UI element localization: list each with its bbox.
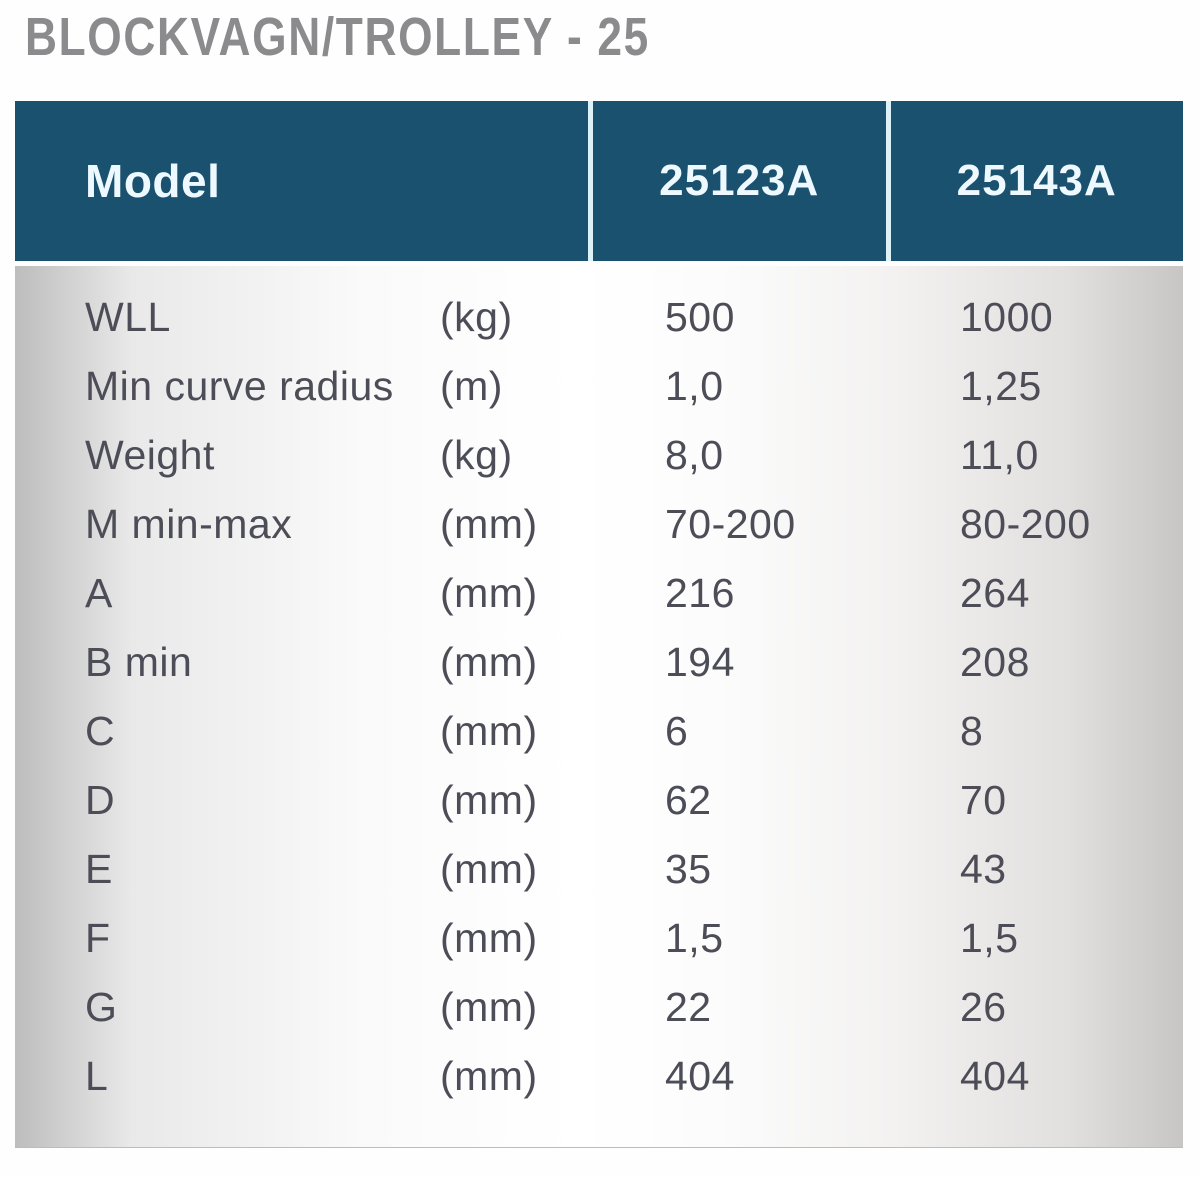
row-value-25123A: 1,5 (665, 915, 724, 961)
row-unit: (mm) (440, 915, 538, 961)
row-unit: (m) (440, 363, 503, 409)
table-row: G (mm) 22 26 (15, 973, 1183, 1042)
row-value-25143A: 404 (960, 1053, 1030, 1099)
row-label: C (85, 708, 116, 754)
row-value-25123A: 1,0 (665, 363, 724, 409)
row-label: B min (85, 639, 193, 685)
table-row: F (mm) 1,5 1,5 (15, 904, 1183, 973)
spec-table: Model 25123A 25143A WLL (kg) 500 1000 Mi… (15, 101, 1183, 1148)
row-value-25143A: 70 (960, 777, 1007, 823)
row-label: F (85, 915, 111, 961)
table-row: L (mm) 404 404 (15, 1042, 1183, 1111)
table-row: E (mm) 35 43 (15, 835, 1183, 904)
row-value-25123A: 194 (665, 639, 735, 685)
row-unit: (mm) (440, 639, 538, 685)
row-unit: (mm) (440, 846, 538, 892)
row-unit: (mm) (440, 570, 538, 616)
row-value-25123A: 22 (665, 984, 712, 1030)
row-value-25143A: 11,0 (960, 432, 1039, 478)
row-value-25123A: 500 (665, 294, 735, 340)
row-unit: (mm) (440, 708, 538, 754)
row-label: D (85, 777, 116, 823)
header-column-25123A: 25123A (593, 101, 886, 261)
row-unit: (mm) (440, 777, 538, 823)
row-label: E (85, 846, 113, 892)
row-value-25143A: 8 (960, 708, 984, 754)
row-value-25143A: 43 (960, 846, 1007, 892)
table-row: D (mm) 62 70 (15, 766, 1183, 835)
spec-table-header-row: Model 25123A 25143A (15, 101, 1183, 261)
row-value-25123A: 8,0 (665, 432, 724, 478)
row-value-25123A: 62 (665, 777, 712, 823)
row-value-25143A: 1,25 (960, 363, 1042, 409)
row-value-25143A: 208 (960, 639, 1030, 685)
header-column-25143A: 25143A (890, 101, 1183, 261)
row-value-25123A: 70-200 (665, 501, 796, 547)
table-row: Min curve radius (m) 1,0 1,25 (15, 352, 1183, 421)
row-unit: (kg) (440, 432, 513, 478)
table-row: M min-max (mm) 70-200 80-200 (15, 490, 1183, 559)
table-row: Weight (kg) 8,0 11,0 (15, 421, 1183, 490)
table-row: A (mm) 216 264 (15, 559, 1183, 628)
row-value-25143A: 80-200 (960, 501, 1091, 547)
table-row: WLL (kg) 500 1000 (15, 283, 1183, 352)
row-label: M min-max (85, 501, 293, 547)
header-model-label: Model (15, 101, 588, 261)
page-title: BLOCKVAGN/TROLLEY - 25 (25, 7, 650, 67)
table-row: C (mm) 6 8 (15, 697, 1183, 766)
row-value-25143A: 26 (960, 984, 1007, 1030)
spec-table-body: WLL (kg) 500 1000 Min curve radius (m) 1… (15, 266, 1183, 1148)
row-label: Weight (85, 432, 215, 478)
table-row: B min (mm) 194 208 (15, 628, 1183, 697)
row-label: L (85, 1053, 109, 1099)
row-unit: (mm) (440, 984, 538, 1030)
row-value-25143A: 1,5 (960, 915, 1019, 961)
row-label: A (85, 570, 113, 616)
row-value-25123A: 216 (665, 570, 735, 616)
row-value-25143A: 264 (960, 570, 1030, 616)
row-value-25123A: 404 (665, 1053, 735, 1099)
row-label: Min curve radius (85, 363, 394, 409)
row-label: G (85, 984, 118, 1030)
row-label: WLL (85, 294, 171, 340)
row-unit: (mm) (440, 1053, 538, 1099)
row-value-25123A: 35 (665, 846, 712, 892)
row-unit: (mm) (440, 501, 538, 547)
row-value-25123A: 6 (665, 708, 689, 754)
row-unit: (kg) (440, 294, 513, 340)
row-value-25143A: 1000 (960, 294, 1054, 340)
